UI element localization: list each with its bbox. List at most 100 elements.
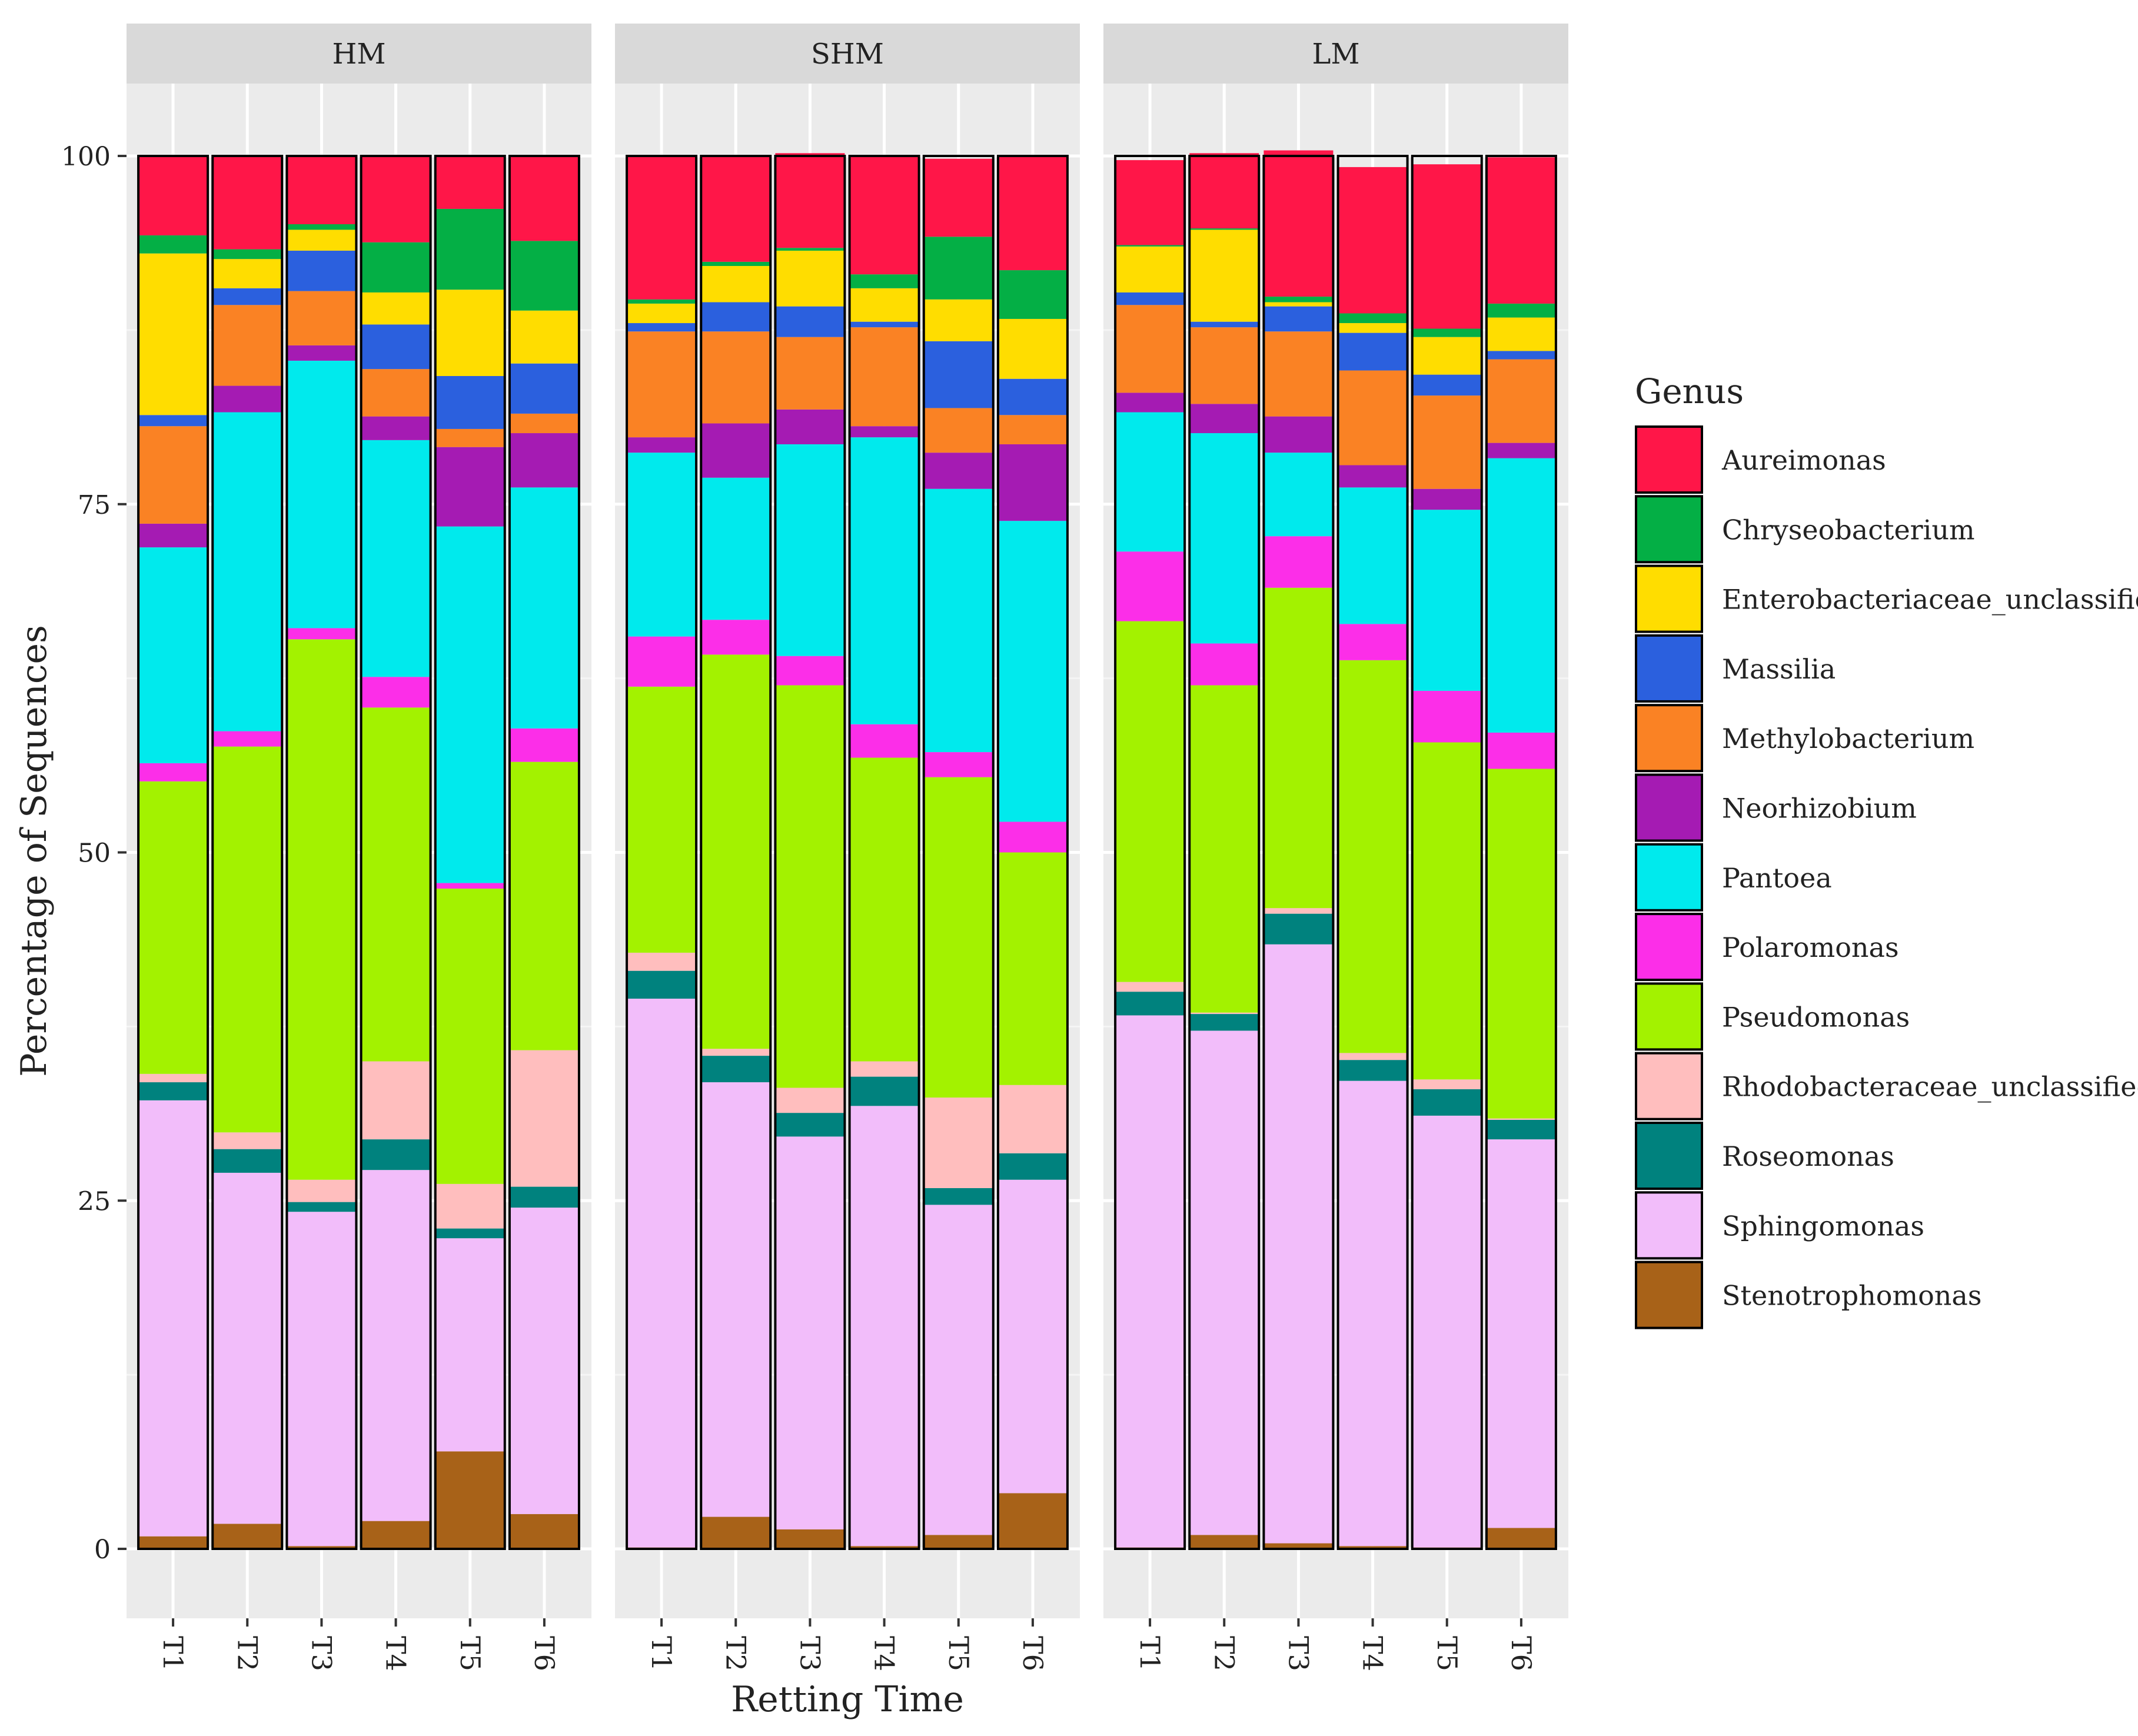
x-tick-label: T3	[794, 1636, 826, 1671]
bar-segment-lm-t6-pantoea	[1486, 458, 1556, 733]
bar-segment-shm-t2-pantoea	[701, 477, 771, 620]
facet-strip-shm	[615, 24, 1080, 84]
x-tick-label: T4	[1357, 1636, 1389, 1671]
bar-segment-lm-t4-rhodobacteraceae-unclassified	[1338, 1053, 1408, 1060]
bar-segment-shm-t2-stenotrophomonas	[701, 1516, 771, 1549]
bar-segment-hm-t3-pantoea	[287, 360, 357, 628]
bar-segment-lm-t3-pseudomonas	[1263, 587, 1334, 909]
bar-segment-lm-t6-methylobacterium	[1486, 359, 1556, 443]
bar-segment-lm-t6-neorhizobium	[1486, 443, 1556, 458]
bar-segment-lm-t3-stenotrophomonas	[1263, 1543, 1334, 1549]
facet-label-hm: HM	[332, 38, 385, 71]
bar-segment-hm-t1-pantoea	[138, 547, 208, 764]
bar-segment-shm-t5-aureimonas	[923, 158, 993, 237]
bar-segment-lm-t5-aureimonas	[1412, 164, 1482, 329]
bar-segment-lm-t5-chryseobacterium	[1412, 328, 1482, 337]
bar-segment-shm-t3-roseomonas	[775, 1113, 845, 1137]
bar-segment-shm-t4-sphingomonas	[849, 1106, 919, 1547]
bar-segment-hm-t4-aureimonas	[361, 156, 431, 242]
bar-outline	[360, 155, 432, 1550]
bar-segment-shm-t4-methylobacterium	[849, 327, 919, 427]
bar-segment-shm-t1-rhodobacteraceae-unclassified	[627, 952, 697, 971]
bar-segment-lm-t5-enterobacteriaceae-unclassified	[1412, 337, 1482, 375]
bar-segment-shm-t5-roseomonas	[923, 1188, 993, 1205]
bar-segment-hm-t3-aureimonas	[287, 156, 357, 224]
bar-segment-lm-t4-polaromonas	[1338, 624, 1408, 660]
bar-segment-hm-t3-massilia	[287, 250, 357, 291]
bar-segment-shm-t6-sphingomonas	[997, 1179, 1068, 1494]
bar-segment-hm-t2-enterobacteriaceae-unclassified	[212, 259, 282, 288]
bar-segment-shm-t4-neorhizobium	[849, 426, 919, 438]
bar-outline	[1485, 155, 1557, 1550]
bar-segment-lm-t2-polaromonas	[1189, 643, 1259, 686]
bar-segment-hm-t2-stenotrophomonas	[212, 1524, 282, 1549]
bar-segment-lm-t3-pantoea	[1263, 453, 1334, 537]
bar-segment-shm-t6-stenotrophomonas	[997, 1493, 1068, 1549]
bar-segment-hm-t6-methylobacterium	[509, 413, 579, 434]
bar-segment-hm-t4-pseudomonas	[361, 707, 431, 1062]
bar-segment-hm-t4-polaromonas	[361, 677, 431, 708]
bar-segment-lm-t4-chryseobacterium	[1338, 313, 1408, 324]
bar-segment-hm-t2-roseomonas	[212, 1149, 282, 1173]
bar-segment-lm-t5-massilia	[1412, 374, 1482, 396]
bar-segment-lm-t3-massilia	[1263, 306, 1334, 332]
bar-segment-hm-t5-methylobacterium	[435, 428, 505, 447]
bar-segment-lm-t3-methylobacterium	[1263, 331, 1334, 417]
bar-outline	[211, 155, 284, 1550]
bar-segment-shm-t1-roseomonas	[627, 970, 697, 999]
bar-segment-shm-t4-enterobacteriaceae-unclassified	[849, 288, 919, 322]
legend-key-rhodobacteraceae-unclassified	[1635, 1052, 1703, 1120]
bar-segment-shm-t2-massilia	[701, 302, 771, 332]
bar-segment-hm-t2-sphingomonas	[212, 1172, 282, 1524]
bar-segment-hm-t3-methylobacterium	[287, 291, 357, 345]
x-tick-label: T6	[528, 1636, 560, 1671]
y-tick-label: 50	[78, 839, 111, 869]
bar-segment-hm-t4-massilia	[361, 324, 431, 370]
bar-segment-hm-t4-stenotrophomonas	[361, 1521, 431, 1549]
bar-segment-hm-t3-chryseobacterium	[287, 224, 357, 230]
bar-segment-hm-t3-pseudomonas	[287, 639, 357, 1180]
y-tick-label: 0	[94, 1535, 111, 1565]
x-tick-label: T1	[157, 1636, 189, 1671]
bar-segment-shm-t5-pantoea	[923, 488, 993, 753]
bar-segment-lm-t4-aureimonas	[1338, 167, 1408, 314]
bar-segment-lm-t5-methylobacterium	[1412, 395, 1482, 489]
bar-segment-lm-t2-methylobacterium	[1189, 327, 1259, 404]
bar-segment-lm-t2-roseomonas	[1189, 1014, 1259, 1031]
bar-segment-shm-t5-sphingomonas	[923, 1205, 993, 1535]
bar-segment-shm-t6-pseudomonas	[997, 852, 1068, 1085]
bar-segment-hm-t1-neorhizobium	[138, 523, 208, 548]
bar-segment-shm-t6-aureimonas	[997, 156, 1068, 271]
bar-segment-lm-t4-methylobacterium	[1338, 370, 1408, 465]
bar-segment-hm-t1-massilia	[138, 415, 208, 427]
legend-label: Polaromonas	[1722, 932, 1899, 963]
bar-segment-shm-t1-chryseobacterium	[627, 299, 697, 304]
legend-key-polaromonas	[1635, 913, 1703, 982]
bar-segment-shm-t1-sphingomonas	[627, 999, 697, 1548]
bar-outline	[848, 155, 920, 1550]
bar-segment-hm-t6-stenotrophomonas	[509, 1514, 579, 1549]
bar-segment-hm-t2-pseudomonas	[212, 746, 282, 1133]
x-tick-label: T6	[1505, 1636, 1537, 1671]
bar-segment-shm-t4-rhodobacteraceae-unclassified	[849, 1061, 919, 1077]
bar-segment-lm-t6-polaromonas	[1486, 732, 1556, 769]
bar-segment-hm-t1-methylobacterium	[138, 426, 208, 524]
bar-segment-lm-t1-enterobacteriaceae-unclassified	[1115, 246, 1185, 292]
facet-strip-lm	[1103, 24, 1568, 84]
bar-segment-hm-t2-massilia	[212, 288, 282, 305]
bar-segment-lm-t5-roseomonas	[1412, 1089, 1482, 1116]
bar-segment-lm-t6-stenotrophomonas	[1486, 1528, 1556, 1549]
x-tick-label: T5	[943, 1636, 975, 1671]
bar-segment-lm-t2-stenotrophomonas	[1189, 1535, 1259, 1549]
bar-segment-lm-t1-pseudomonas	[1115, 621, 1185, 982]
legend-key-pseudomonas	[1635, 982, 1703, 1051]
bar-segment-lm-t6-sphingomonas	[1486, 1139, 1556, 1528]
bar-segment-lm-t4-massilia	[1338, 332, 1408, 371]
legend-key-stenotrophomonas	[1635, 1261, 1703, 1329]
bar-segment-hm-t6-pseudomonas	[509, 761, 579, 1050]
x-tick-label: T2	[1208, 1636, 1240, 1671]
legend-key-aureimonas	[1635, 425, 1703, 494]
bar-segment-hm-t3-polaromonas	[287, 628, 357, 640]
